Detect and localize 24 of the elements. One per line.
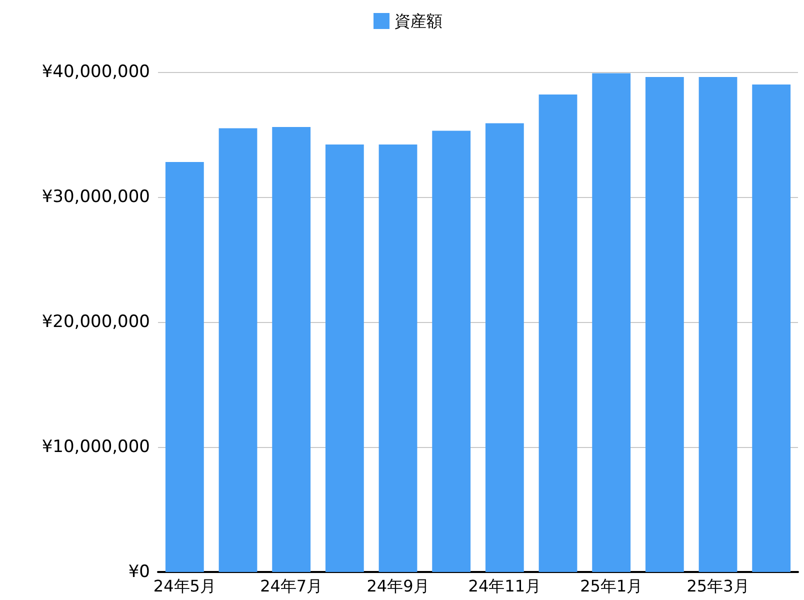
bar [592,73,631,572]
y-tick-label: ¥10,000,000 [42,437,150,457]
bar [272,127,311,572]
x-tick-label: 25年1月 [580,576,643,596]
bar [698,77,738,572]
bar [165,162,204,572]
bar [325,144,364,572]
y-tick-label: ¥30,000,000 [42,187,150,207]
x-tick-label: 24年5月 [153,576,216,596]
x-tick-label: 24年11月 [468,576,542,596]
bar [432,130,471,572]
legend-label: 資産額 [394,12,442,30]
y-tick-label: ¥40,000,000 [42,62,150,82]
bar [645,77,684,572]
y-tick-label: ¥0 [128,562,150,582]
bar [538,94,578,572]
x-tick-label: 25年3月 [686,576,750,596]
bar [378,144,418,572]
y-tick-label: ¥20,000,000 [42,312,150,332]
x-tick-label: 24年7月 [260,576,323,596]
x-tick-label: 24年9月 [366,576,430,596]
bar [218,128,258,572]
bar [485,123,524,572]
bar [752,84,791,572]
